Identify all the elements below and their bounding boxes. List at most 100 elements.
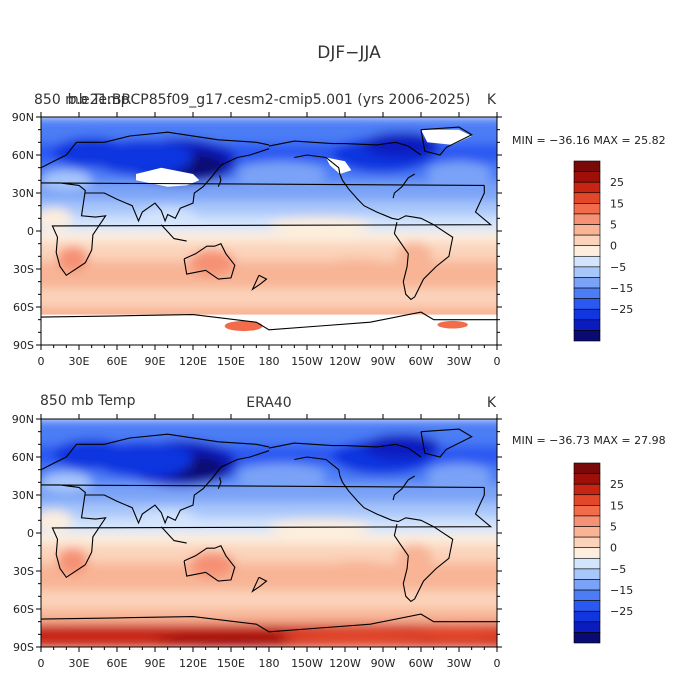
x-tick-label: 60E [107,657,128,670]
field-band [41,498,497,504]
field-band [41,529,497,534]
field-anomaly [57,246,88,272]
field-band [41,430,497,435]
field-band [41,563,497,568]
field-band [41,491,497,496]
map-panel-1: 850 mb Temp b.e21.BRCP85f09_g17.cesm2-cm… [12,92,666,368]
coastline [41,484,493,579]
field-band [41,253,497,259]
x-tick-label: 60W [409,355,434,368]
field-band [41,284,497,289]
panel-2-ticks: 0 30E 60E 90E 120E 150E 180 150W 120W 90W 60W 30W 09… [12,413,502,670]
y-tick-label: 90N [12,413,34,426]
field-anomaly [41,208,73,229]
x-tick-label: 150W [291,355,323,368]
field-band [41,295,497,300]
field-band [41,120,497,126]
colorbar-label: 15 [610,197,624,210]
colorbar-swatch [573,536,601,549]
coastline [41,182,493,277]
field-band [41,612,497,618]
page-title: DJF−JJA [317,43,381,63]
colorbar-swatch [573,505,601,517]
x-tick-label: 0 [494,355,501,368]
field-band [41,559,497,564]
colorbar-label: 5 [610,219,617,232]
field-anomaly [427,463,491,489]
colorbar-swatch [573,494,601,506]
panel-2-field [41,419,497,647]
panel-2-coastlines [41,428,497,633]
colorbar-swatch [573,203,601,215]
field-band [41,215,497,221]
x-tick-label: 0 [38,657,45,670]
coastline [268,140,422,156]
field-band [41,605,497,610]
colorbar-swatch [573,266,601,278]
field-band [41,238,497,243]
missing-region [136,167,200,187]
colorbar-swatch [573,330,601,342]
field-band [41,514,497,519]
field-band [41,510,497,515]
coastline [251,576,268,593]
panel-2-title-center: ERA40 [246,395,291,411]
coastline [183,243,236,280]
field-band [41,261,497,266]
field-anomaly [237,463,326,489]
field-anomaly [41,510,73,531]
field-band [41,128,497,133]
colorbar-swatch [573,589,601,601]
field-band [41,307,497,312]
x-tick-label: 30W [447,657,472,670]
x-tick-label: 60W [409,657,434,670]
x-tick-label: 90E [145,355,166,368]
colorbar-swatch [573,255,601,268]
field-band [41,586,497,591]
colorbar-swatch [573,245,601,257]
field-band [41,139,497,145]
field-band [41,204,497,209]
colorbar-swatch [573,181,601,194]
colorbar-swatch [573,234,601,247]
colorbar-label: −15 [610,282,633,295]
field-band [41,158,497,164]
field-anomaly [224,320,263,332]
field-band [41,117,497,122]
field-band [41,288,497,293]
y-tick-label: 60S [13,603,34,616]
colorbar-label: 5 [610,521,617,534]
colorbar-swatch [573,600,601,612]
coastline [85,450,270,525]
coastline [41,131,270,176]
field-anomaly [41,170,92,191]
field-band [41,620,497,625]
panel-1-field [41,117,497,345]
field-band [41,495,497,500]
field-band [41,441,497,447]
colorbar-swatch [573,568,601,580]
field-band [41,151,497,156]
field-band [41,506,497,511]
colorbar-swatch [573,171,601,183]
colorbar-label: −25 [610,605,633,618]
coastline [294,456,454,603]
panel-1-colorbar: 25 15 5 0 −5 −15 −25 [573,160,633,342]
field-band [41,426,497,431]
coastline [392,475,415,501]
field-band [41,147,497,152]
field-band [41,555,497,561]
field-band [41,624,497,629]
colorbar-label: 25 [610,478,624,491]
colorbar-swatch [573,473,601,485]
field-band [41,609,497,614]
field-anomaly [396,241,433,272]
field-anomaly [155,633,307,646]
field-band [41,227,497,232]
coastline [294,154,454,301]
field-band [41,457,497,462]
field-band [41,250,497,255]
colorbar-label: 0 [610,542,617,555]
field-band [41,453,497,458]
field-band [41,234,497,240]
